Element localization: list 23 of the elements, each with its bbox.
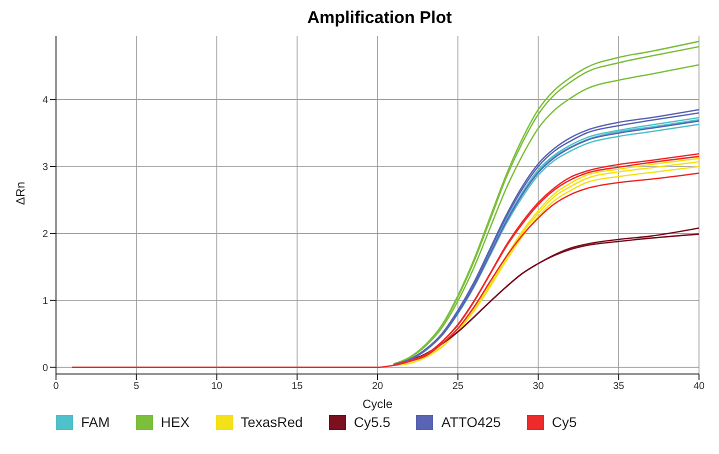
legend-label: ATTO425 <box>441 414 501 430</box>
x-tick-label: 30 <box>532 381 544 392</box>
legend-label: Cy5 <box>552 414 577 430</box>
x-tick-label: 35 <box>613 381 625 392</box>
legend-label: FAM <box>81 414 110 430</box>
y-axis-title: ΔRn <box>13 182 28 205</box>
legend-label: HEX <box>160 414 190 430</box>
x-tick-label: 40 <box>693 381 705 392</box>
legend-label: TexasRed <box>240 414 303 430</box>
y-tick-label: 3 <box>42 162 48 174</box>
x-tick-label: 5 <box>134 381 140 392</box>
x-tick-label: 25 <box>452 381 464 392</box>
x-axis-title: Cycle <box>362 397 393 411</box>
legend-label: Cy5.5 <box>354 414 390 430</box>
chart-title: Amplification Plot <box>306 8 453 29</box>
x-tick-label: 10 <box>211 381 223 392</box>
x-tick-label: 0 <box>53 381 60 392</box>
x-tick-label: 20 <box>372 381 384 392</box>
y-tick-label: 0 <box>42 362 48 374</box>
y-tick-label: 4 <box>42 95 48 106</box>
y-tick-label: 1 <box>42 296 48 307</box>
y-tick-label: 2 <box>42 228 48 240</box>
x-tick-label: 15 <box>292 381 304 392</box>
